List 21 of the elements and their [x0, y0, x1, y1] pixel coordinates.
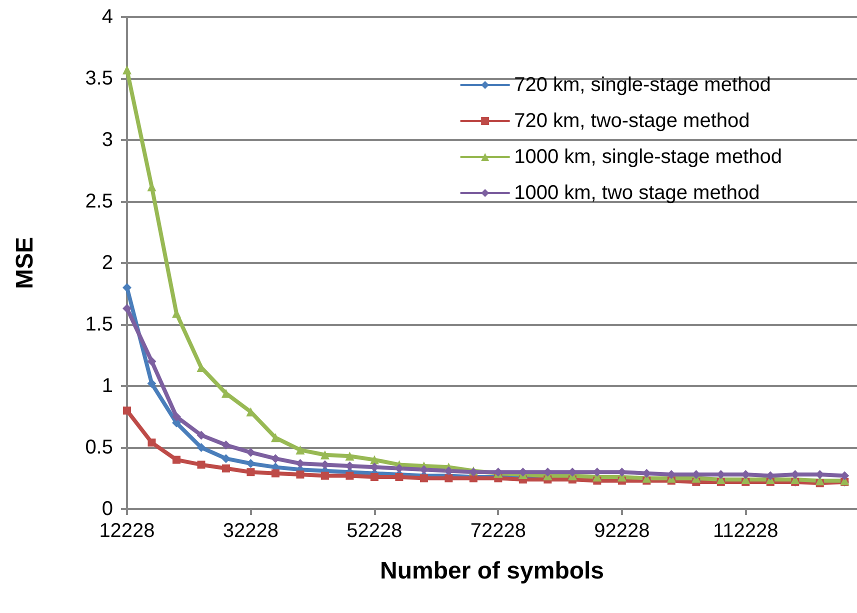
legend-label: 720 km, two-stage method — [514, 110, 750, 132]
y-tick-label: 3 — [102, 129, 113, 151]
y-tick-label: 0 — [102, 498, 113, 520]
x-tick-label: 72228 — [470, 520, 526, 542]
legend-label: 1000 km, two stage method — [514, 182, 760, 204]
x-tick-label: 92228 — [594, 520, 650, 542]
x-tick-label: 112228 — [713, 520, 778, 542]
x-tick-label: 32228 — [222, 520, 279, 542]
legend-label: 720 km, single-stage method — [514, 74, 771, 96]
y-tick-label: 2 — [102, 252, 113, 274]
y-tick-label: 1 — [102, 375, 113, 397]
x-tick-label: 52228 — [346, 520, 402, 542]
y-tick-label: 4 — [102, 6, 113, 28]
legend-label: 1000 km, single-stage method — [514, 146, 782, 168]
y-tick-label: 0.5 — [85, 436, 113, 458]
x-tick-label: 12228 — [99, 520, 155, 542]
x-axis-title: Number of symbols — [380, 558, 604, 584]
y-tick-label: 2.5 — [85, 190, 113, 212]
y-tick-label: 3.5 — [85, 68, 113, 90]
y-tick-label: 1.5 — [85, 314, 113, 336]
y-axis-title: MSE — [12, 236, 38, 290]
